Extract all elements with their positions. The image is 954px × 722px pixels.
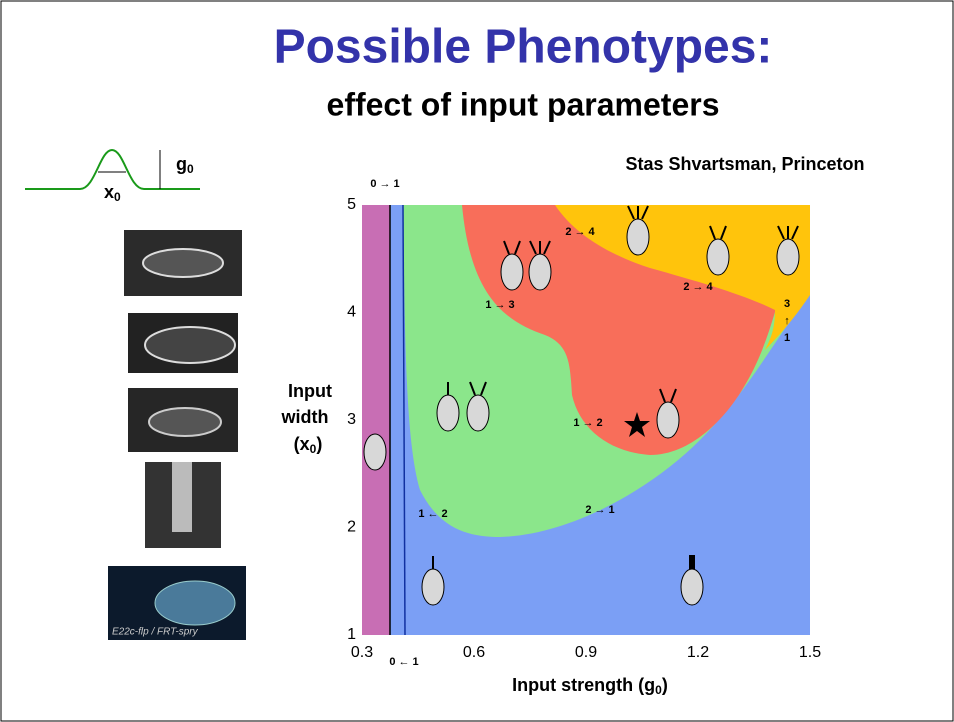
transition-label: 0 → 1 bbox=[370, 178, 399, 190]
x-tick-label: 1.5 bbox=[799, 644, 821, 661]
y-axis-label: (x0) bbox=[294, 434, 323, 456]
credit: Stas Shvartsman, Princeton bbox=[625, 154, 864, 174]
y-tick-label: 2 bbox=[347, 519, 356, 536]
y-tick-label: 4 bbox=[347, 304, 356, 321]
cell-stalk bbox=[689, 555, 695, 569]
photo-content bbox=[149, 408, 221, 436]
cell bbox=[467, 395, 489, 431]
photo-content bbox=[143, 249, 223, 277]
transition-label: 2 → 4 bbox=[683, 281, 713, 293]
transition-label: 1 bbox=[784, 332, 790, 344]
photo-content bbox=[155, 581, 235, 625]
transition-label: ↑ bbox=[784, 315, 790, 327]
cell bbox=[777, 239, 799, 275]
cell bbox=[422, 569, 444, 605]
y-tick-label: 5 bbox=[347, 196, 356, 213]
x-tick-label: 0.6 bbox=[463, 644, 485, 661]
y-tick-label: 3 bbox=[347, 411, 356, 428]
cell bbox=[627, 219, 649, 255]
y-tick-label: 1 bbox=[347, 626, 356, 643]
photo-content bbox=[145, 327, 235, 363]
photo-content bbox=[172, 462, 192, 532]
image-caption: E22c-flp / FRT-spry bbox=[112, 627, 199, 638]
region-pink bbox=[362, 205, 390, 635]
slide: Possible Phenotypes: effect of input par… bbox=[0, 0, 954, 722]
transition-label: 1 → 3 bbox=[485, 299, 514, 311]
cell bbox=[707, 239, 729, 275]
y-axis-label: Input bbox=[288, 381, 332, 401]
y-axis-label: width bbox=[281, 407, 329, 427]
subtitle: effect of input parameters bbox=[327, 86, 720, 122]
x-tick-label: 0.9 bbox=[575, 644, 597, 661]
transition-label: 2 → 4 bbox=[565, 226, 595, 238]
transition-label: 3 bbox=[784, 298, 790, 310]
cell bbox=[437, 395, 459, 431]
transition-label: 2 → 1 bbox=[585, 504, 614, 516]
transition-label: 1 ← 2 bbox=[418, 508, 447, 520]
cell bbox=[657, 402, 679, 438]
cell bbox=[529, 254, 551, 290]
x-tick-label: 0.3 bbox=[351, 644, 373, 661]
cell bbox=[501, 254, 523, 290]
transition-label: 0 ← 1 bbox=[389, 656, 418, 668]
title: Possible Phenotypes: bbox=[274, 21, 773, 74]
x-tick-label: 1.2 bbox=[687, 644, 709, 661]
x-axis-label: Input strength (g0) bbox=[512, 675, 668, 697]
cell bbox=[681, 569, 703, 605]
cell bbox=[364, 434, 386, 470]
transition-label: 1 → 2 bbox=[573, 417, 602, 429]
